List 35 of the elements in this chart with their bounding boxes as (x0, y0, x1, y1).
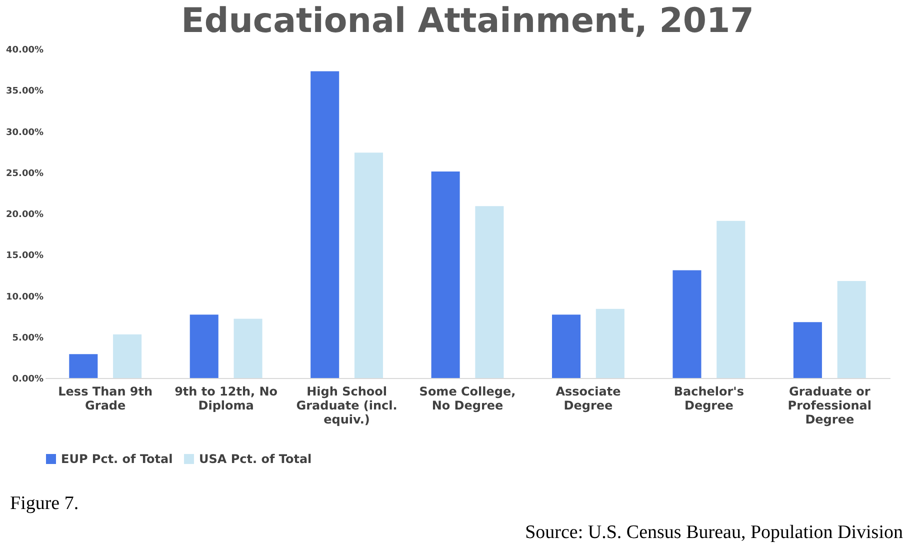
bar (234, 318, 262, 378)
legend-label: EUP Pct. of Total (61, 452, 173, 466)
bar (354, 152, 383, 378)
bar (793, 322, 822, 378)
y-tick-label: 25.00% (6, 168, 44, 179)
bar (431, 172, 460, 378)
x-tick-label: Associate Degree (556, 384, 621, 412)
y-tick-label: 35.00% (6, 86, 44, 97)
y-tick-label: 40.00% (6, 46, 44, 56)
x-tick-label: Less Than 9th Grade (58, 384, 153, 412)
y-tick-label: 10.00% (6, 292, 44, 302)
y-tick-label: 30.00% (6, 128, 44, 138)
y-tick-label: 15.00% (6, 251, 44, 262)
x-tick-label: Bachelor's Degree (674, 384, 744, 412)
x-tick-label: Graduate or Professional Degree (788, 384, 872, 426)
bar (310, 71, 340, 378)
bar (69, 354, 98, 378)
x-tick-label: 9th to 12th, No Diploma (174, 384, 278, 412)
source-note: Source: U.S. Census Bureau, Population Division (525, 522, 903, 544)
legend-label: USA Pct. of Total (199, 452, 312, 466)
x-tick-label: Some College, No Degree (419, 384, 516, 412)
chart-title: Educational Attainment, 2017 (181, 1, 754, 41)
bar (475, 206, 504, 378)
bar (716, 220, 746, 378)
y-tick-label: 5.00% (12, 333, 44, 344)
bar (596, 308, 624, 378)
bar (552, 314, 581, 378)
caption: Figure 7. (10, 493, 79, 515)
bar (113, 334, 142, 378)
y-tick-label: 0.00% (12, 374, 44, 384)
bar (190, 314, 218, 378)
bar (672, 270, 702, 378)
y-tick-label: 20.00% (6, 210, 44, 220)
bar (837, 280, 866, 378)
x-tick-label: High School Graduate (incl. equiv.) (296, 384, 398, 426)
